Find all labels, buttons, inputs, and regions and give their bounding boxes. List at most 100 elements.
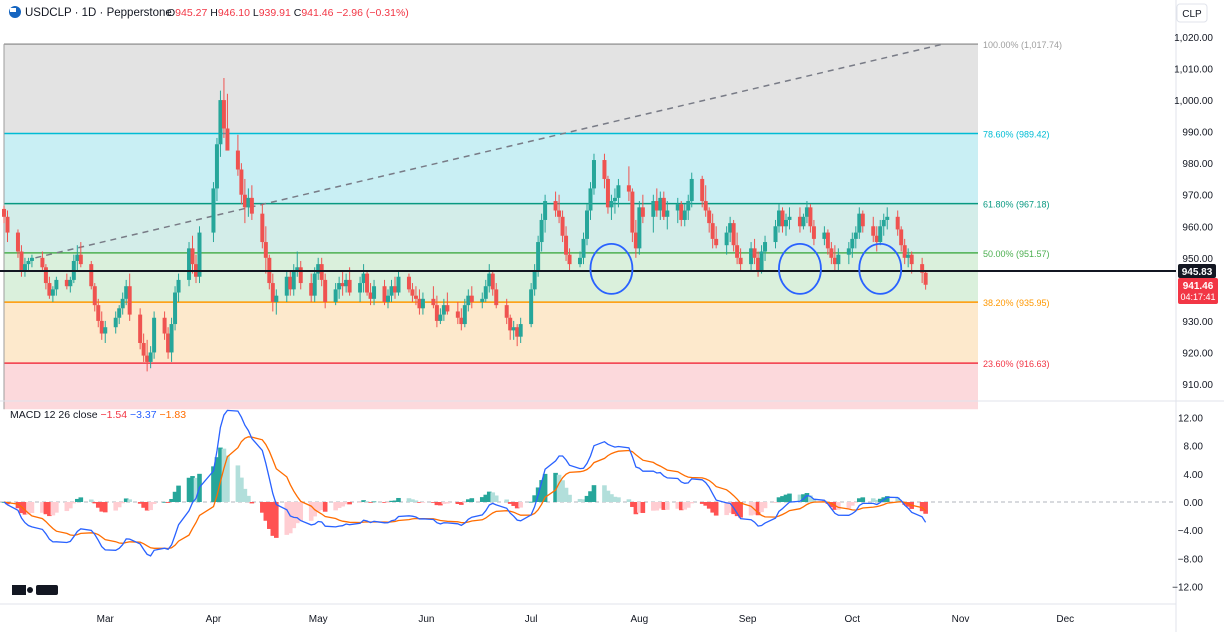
- candle-body: [490, 273, 495, 290]
- macd-histogram-bar: [225, 455, 230, 502]
- candle-body: [260, 213, 265, 243]
- candle-body: [386, 295, 391, 302]
- macd-histogram-bar: [689, 502, 695, 504]
- candle-body: [504, 305, 509, 318]
- candle-body: [54, 279, 59, 290]
- macd-histogram-bar: [438, 502, 443, 506]
- candle-body: [344, 279, 349, 287]
- macd-histogram-bar: [884, 496, 890, 502]
- candle: [54, 276, 59, 296]
- macd-histogram-bar: [856, 498, 862, 502]
- macd-histogram-bar: [40, 502, 45, 513]
- time-axis[interactable]: Mar Apr May Jun Jul Aug Sep Oct Nov Dec: [97, 614, 1075, 625]
- candle-body: [190, 248, 195, 265]
- time-tick-label: Dec: [1056, 614, 1074, 625]
- time-tick-label: Jul: [525, 614, 538, 625]
- candle: [120, 292, 125, 315]
- candle: [567, 248, 572, 271]
- candle: [480, 292, 485, 309]
- candle-body: [654, 201, 659, 211]
- macd-histogram-bar: [836, 502, 841, 510]
- macd-histogram-bar: [29, 502, 35, 514]
- macd-histogram-bar: [675, 502, 681, 509]
- candle-body: [410, 289, 415, 296]
- currency-button[interactable]: CLP: [1176, 3, 1208, 23]
- macd-histogram-bar: [734, 502, 740, 517]
- macd-histogram-bar: [151, 502, 157, 505]
- macd-histogram-bar: [567, 494, 572, 502]
- candle-body: [319, 264, 324, 280]
- macd-signal-line: [3, 436, 927, 550]
- trendline-dashed[interactable]: [35, 43, 944, 259]
- candle: [372, 279, 377, 306]
- candle: [263, 226, 268, 274]
- candle-body: [923, 272, 928, 285]
- open-key: O: [167, 7, 175, 19]
- annotation-circle-2[interactable]: [858, 242, 903, 295]
- candle-body: [445, 305, 450, 312]
- candle: [323, 273, 328, 309]
- candle: [853, 226, 858, 249]
- macd-histogram-bar: [504, 499, 510, 502]
- macd-legend[interactable]: MACD 12 26 close −1.54 −3.37 −1.83: [10, 409, 186, 421]
- macd-histogram-bar: [441, 502, 447, 504]
- candle-body: [578, 257, 583, 265]
- time-tick-label: May: [309, 614, 328, 625]
- trendline[interactable]: [35, 43, 944, 259]
- macd-histogram-bar: [340, 502, 345, 507]
- candle: [455, 301, 460, 325]
- candle: [438, 308, 443, 325]
- candle: [410, 283, 415, 302]
- macd-histogram-bar: [214, 457, 220, 502]
- annotation-circle-1[interactable]: [778, 242, 822, 295]
- macd-histogram-bar: [605, 490, 611, 502]
- macd-histogram-bar: [54, 502, 59, 513]
- candle-body: [361, 273, 366, 284]
- candle-body: [860, 213, 865, 227]
- symbol-title[interactable]: USDCLP · 1D · Pepperstone: [25, 7, 172, 19]
- macd-histogram-bar: [420, 502, 426, 503]
- candle-body: [773, 226, 778, 243]
- macd-histogram-bar: [242, 488, 248, 502]
- candle-body: [148, 352, 153, 362]
- candle: [710, 213, 715, 249]
- macd-histogram-bar: [919, 502, 925, 512]
- macd-histogram-bar: [22, 502, 28, 515]
- candle: [508, 314, 513, 340]
- candle-body: [187, 248, 192, 280]
- macd-histogram-bar: [783, 494, 789, 502]
- annotation-circle-0[interactable]: [589, 242, 634, 295]
- annotation-circles[interactable]: [589, 242, 903, 295]
- fibonacci-retracement[interactable]: 100.00% (1,017.74) 78.60% (989.42) 61.80% …: [3, 40, 1062, 410]
- symbol-legend[interactable]: USDCLP · 1D · Pepperstone O945.27 H946.1…: [9, 6, 409, 19]
- candle-body: [298, 267, 303, 284]
- macd-histogram-bar: [123, 498, 129, 502]
- macd-histogram-bar: [239, 477, 244, 502]
- candle: [857, 207, 862, 239]
- candle-body: [567, 254, 572, 265]
- candle-body: [703, 201, 708, 211]
- macd-axis[interactable]: 12.00 8.00 4.00 0.00 −4.00 −8.00 −12.00: [1172, 414, 1203, 594]
- candle-body: [19, 251, 24, 271]
- macd-histogram-bar: [630, 502, 635, 507]
- tradingview-logo[interactable]: [12, 585, 58, 595]
- macd-histogram-bar: [364, 501, 370, 502]
- candle-body: [689, 178, 694, 202]
- flag-canton: [10, 8, 16, 12]
- candle: [469, 286, 474, 309]
- candle: [99, 311, 104, 340]
- candle: [239, 163, 244, 205]
- candle-body: [340, 283, 345, 287]
- fib-level-label-4: 38.20% (935.95): [983, 298, 1050, 308]
- macd-histogram-bar: [563, 487, 569, 502]
- currency-button-label[interactable]: CLP: [1182, 9, 1202, 20]
- macd-histogram-bar: [877, 498, 883, 502]
- macd-legend-label: MACD 12 26 close: [10, 409, 98, 421]
- candle-body: [797, 216, 802, 227]
- candle-body: [822, 232, 827, 239]
- price-axis[interactable]: 1,020.00 1,010.00 1,000.00 990.00 980.00 970.…: [1174, 33, 1213, 391]
- macd-histogram-bar: [507, 502, 513, 504]
- candle-body: [323, 279, 328, 302]
